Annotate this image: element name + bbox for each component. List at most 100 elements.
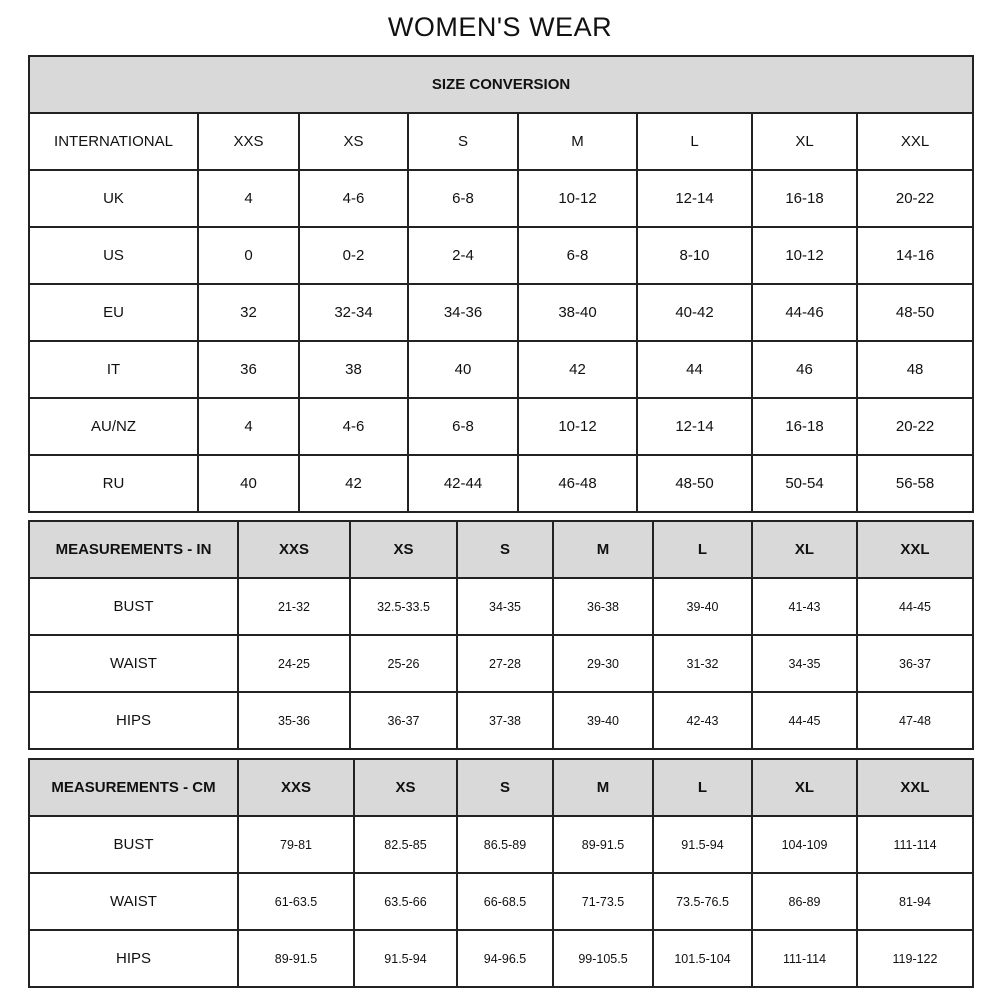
header-row: MEASUREMENTS - IN XXS XS S M L XL XXL [28,520,974,579]
row-label: HIPS [28,929,239,988]
table-cell: 40 [197,454,300,513]
table-cell: 42-43 [652,691,753,750]
table-cell: 89-91.5 [552,815,654,874]
table-cell: 32-34 [298,283,409,342]
column-header: S [407,112,519,171]
row-label: UK [28,169,199,228]
row-label: WAIST [28,872,239,931]
column-header: XXL [856,758,974,817]
table-cell: 46 [751,340,858,399]
row-label: US [28,226,199,285]
table-cell: 36 [197,340,300,399]
table-cell: 36-37 [856,634,974,693]
table-row: HIPS 35-36 36-37 37-38 39-40 42-43 44-45 47-48 [28,691,974,750]
table-cell: 12-14 [636,397,753,456]
table-cell: 56-58 [855,454,975,513]
table-cell: 10-12 [517,169,638,228]
table-banner: SIZE CONVERSION [27,55,975,114]
table-cell: 44-45 [751,691,858,750]
table-cell: 50-54 [751,454,858,513]
measurements-cm-table: MEASUREMENTS - CM XXS XS S M L XL XXL BUST 79-81 8… [28,758,974,988]
table-cell: 37-38 [456,691,554,750]
table-cell: 29-30 [552,634,654,693]
table-cell: 40 [407,340,519,399]
row-label: IT [28,340,199,399]
table-cell: 6-8 [407,397,519,456]
row-label: BUST [28,815,239,874]
table-cell: 21-32 [237,577,351,636]
table-cell: 111-114 [751,929,858,988]
table-cell: 71-73.5 [552,872,654,931]
table-cell: 38 [298,340,409,399]
column-header: MEASUREMENTS - IN [28,520,239,579]
table-cell: 111-114 [856,815,974,874]
table-row: AU/NZ 4 4-6 6-8 10-12 12-14 16-18 20-22 [28,397,975,456]
table-cell: 16-18 [751,397,858,456]
table-cell: 119-122 [856,929,974,988]
table-cell: 8-10 [636,226,753,285]
row-label: EU [28,283,199,342]
table-cell: 91.5-94 [652,815,753,874]
column-header: S [456,520,554,579]
column-header: XS [353,758,458,817]
table-cell: 40-42 [636,283,753,342]
table-cell: 101.5-104 [652,929,753,988]
table-cell: 48 [855,340,975,399]
table-cell: 89-91.5 [237,929,355,988]
table-cell: 35-36 [237,691,351,750]
table-cell: 0-2 [298,226,409,285]
table-cell: 91.5-94 [353,929,458,988]
column-header: XS [298,112,409,171]
table-cell: 86-89 [751,872,858,931]
table-cell: 66-68.5 [456,872,554,931]
table-cell: 32.5-33.5 [349,577,458,636]
table-cell: 12-14 [636,169,753,228]
table-cell: 24-25 [237,634,351,693]
table-cell: 34-35 [751,634,858,693]
table-cell: 44 [636,340,753,399]
measurements-in-table: MEASUREMENTS - IN XXS XS S M L XL XXL BUST 21-32 3… [28,520,974,750]
table-cell: 4 [197,169,300,228]
table-cell: 25-26 [349,634,458,693]
column-header: XS [349,520,458,579]
table-cell: 39-40 [552,691,654,750]
table-row: WAIST 24-25 25-26 27-28 29-30 31-32 34-35 36-37 [28,634,974,693]
table-cell: 0 [197,226,300,285]
table-cell: 34-35 [456,577,554,636]
table-cell: 2-4 [407,226,519,285]
table-row: EU 32 32-34 34-36 38-40 40-42 44-46 48-50 [28,283,975,342]
table-cell: 42 [298,454,409,513]
column-header: INTERNATIONAL [28,112,199,171]
row-label: RU [28,454,199,513]
column-header: M [552,520,654,579]
row-label: HIPS [28,691,239,750]
header-row: MEASUREMENTS - CM XXS XS S M L XL XXL [28,758,974,817]
table-row: BUST 21-32 32.5-33.5 34-35 36-38 39-40 41-43 44… [28,577,974,636]
table-cell: 61-63.5 [237,872,355,931]
table-cell: 27-28 [456,634,554,693]
table-cell: 20-22 [855,169,975,228]
row-label: WAIST [28,634,239,693]
table-cell: 47-48 [856,691,974,750]
table-cell: 14-16 [855,226,975,285]
table-cell: 6-8 [407,169,519,228]
column-header: XXL [855,112,975,171]
table-row: RU 40 42 42-44 46-48 48-50 50-54 56-58 [28,454,975,513]
column-header: XL [751,112,858,171]
table-row: IT 36 38 40 42 44 46 48 [28,340,975,399]
table-cell: 79-81 [237,815,355,874]
table-cell: 32 [197,283,300,342]
table-cell: 10-12 [517,397,638,456]
column-header: S [456,758,554,817]
table-cell: 48-50 [636,454,753,513]
page-title: WOMEN'S WEAR [387,12,613,42]
table-row: US 0 0-2 2-4 6-8 8-10 10-12 14-16 [28,226,975,285]
table-cell: 36-37 [349,691,458,750]
table-cell: 4-6 [298,169,409,228]
table-cell: 44-46 [751,283,858,342]
table-row: HIPS 89-91.5 91.5-94 94-96.5 99-105.5 101.5-1… [28,929,974,988]
table-cell: 16-18 [751,169,858,228]
table-row: BUST 79-81 82.5-85 86.5-89 89-91.5 91.5-94 104… [28,815,974,874]
table-cell: 4-6 [298,397,409,456]
table-cell: 104-109 [751,815,858,874]
